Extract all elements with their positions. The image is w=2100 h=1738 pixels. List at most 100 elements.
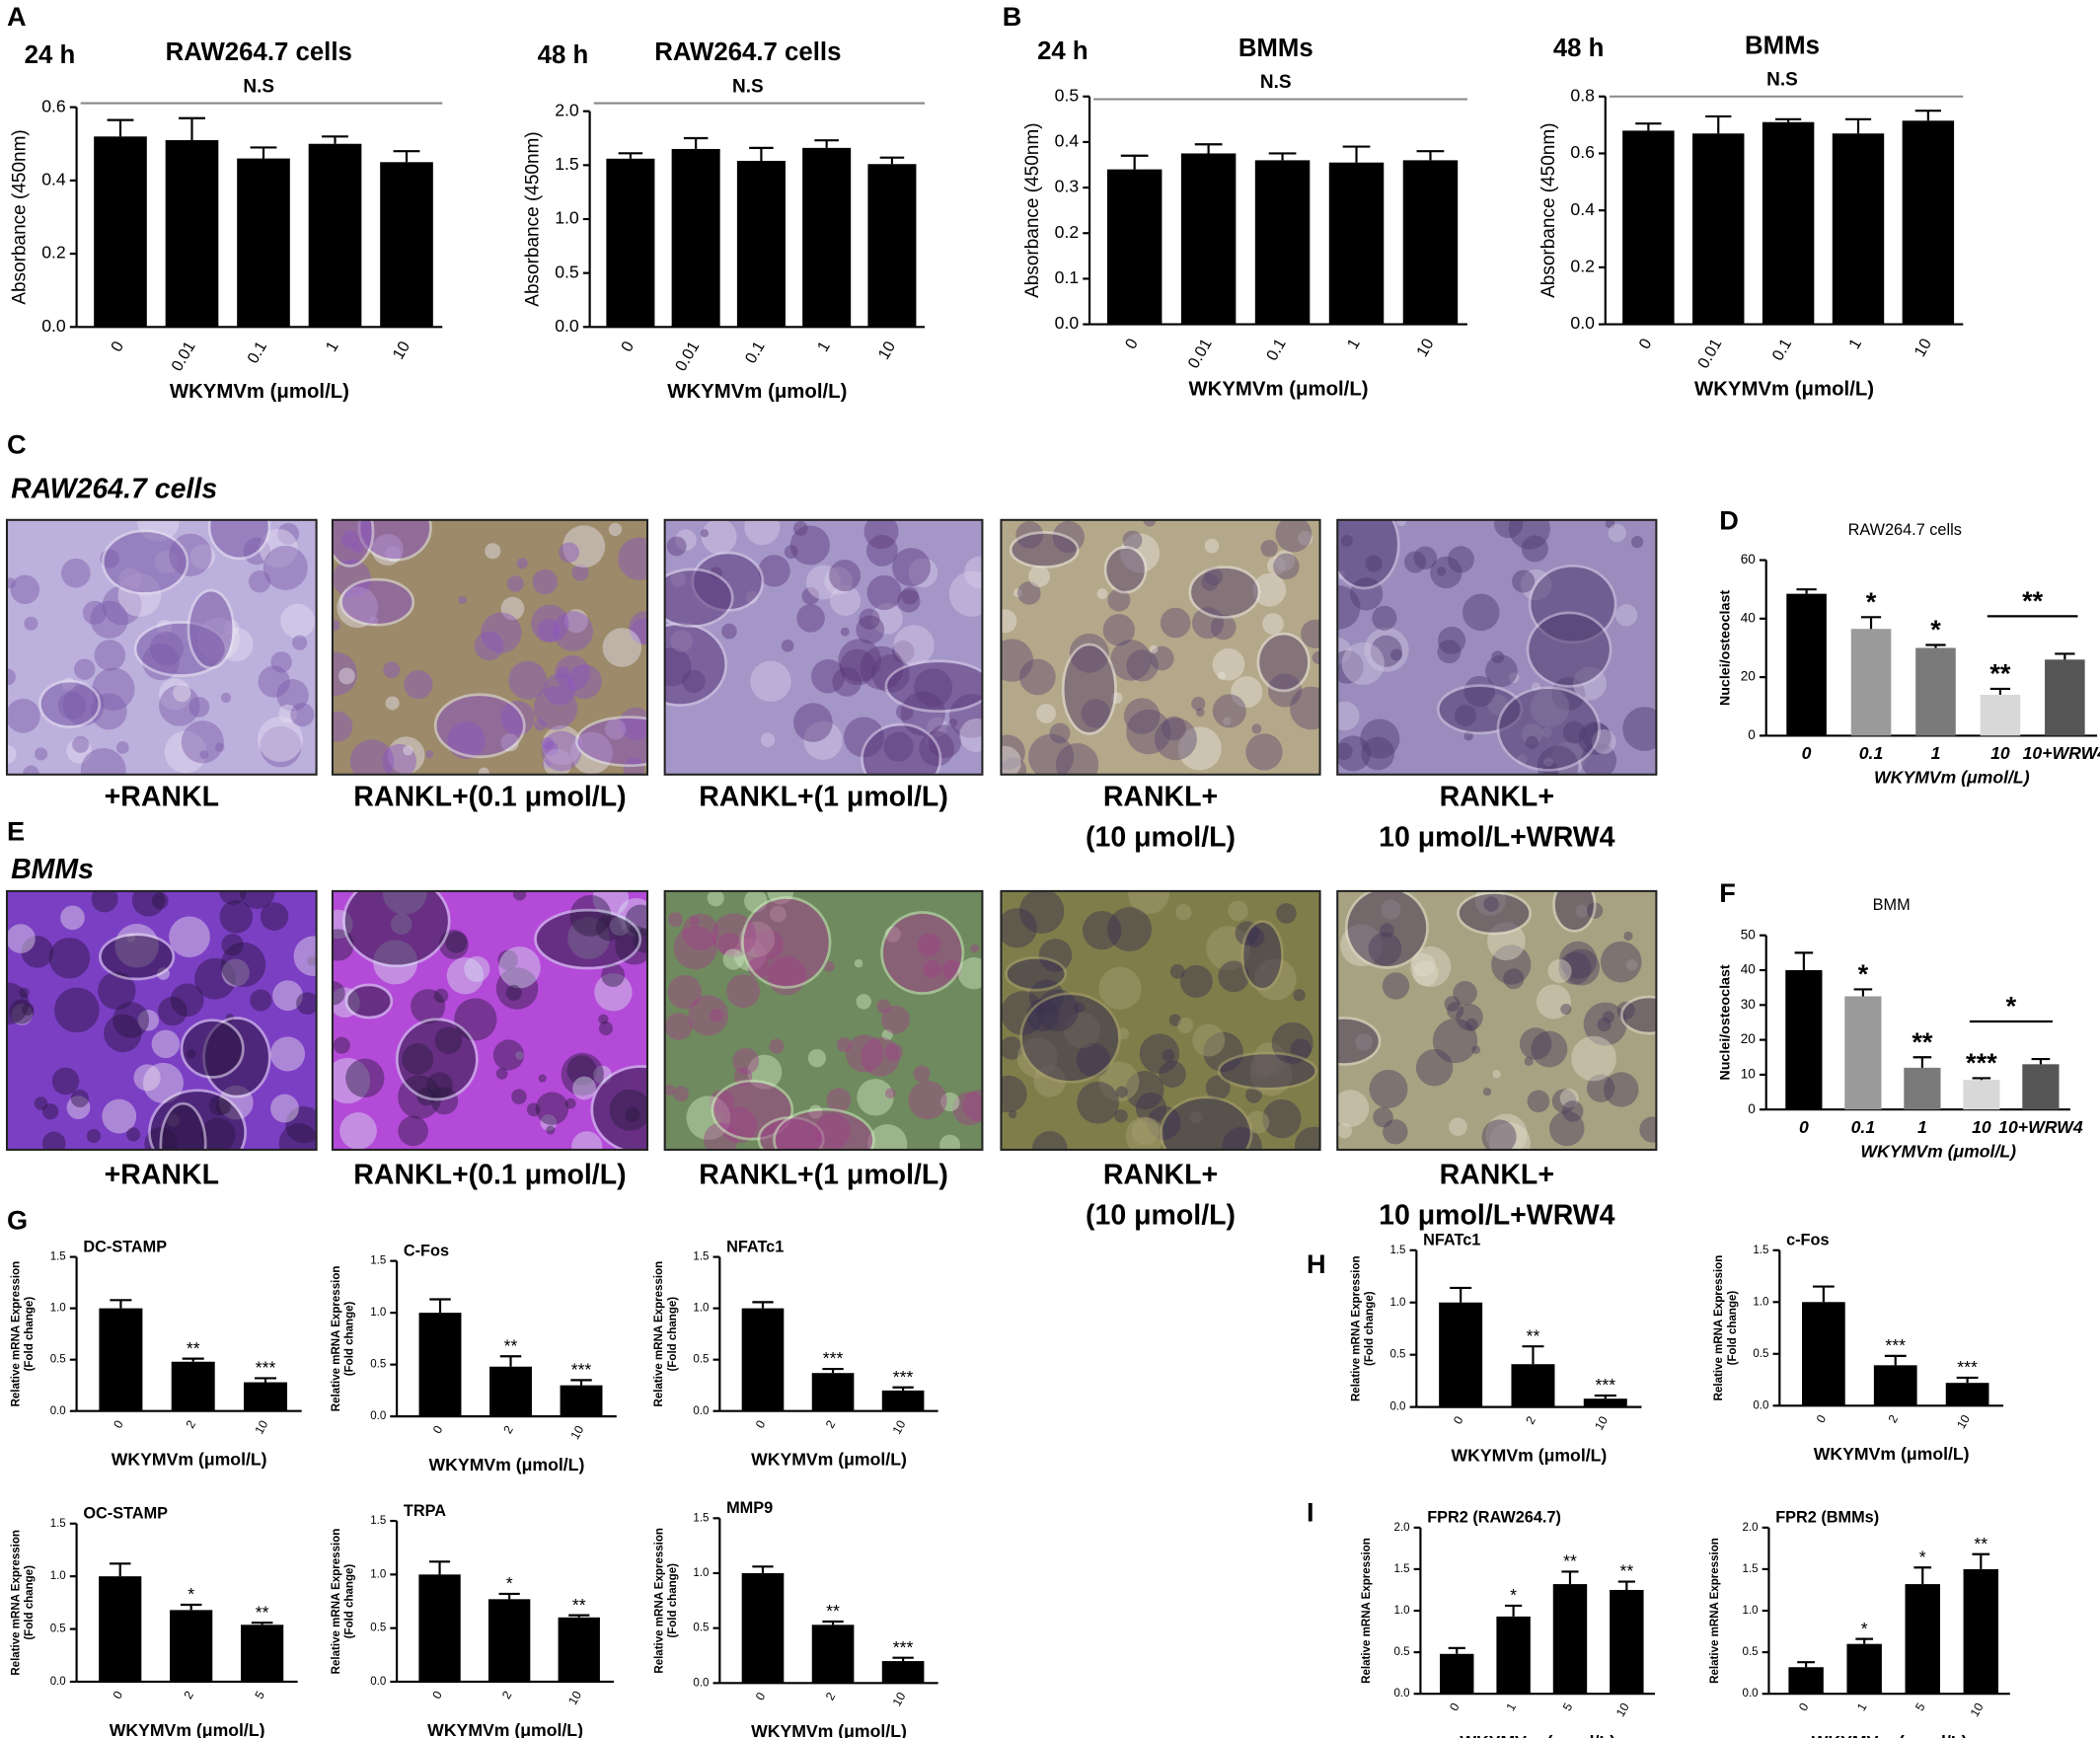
cell-blob <box>564 1097 576 1109</box>
cell-blob <box>1491 945 1532 985</box>
osteoclast <box>101 529 189 595</box>
section-label: BMMs <box>11 854 94 885</box>
error-bar <box>1912 1056 1932 1068</box>
cell-blob <box>952 1092 983 1126</box>
x-tick-label: 5 <box>1912 1700 1928 1713</box>
cell-blob <box>1312 650 1320 664</box>
cell-blob <box>801 587 820 605</box>
error-bar <box>255 1377 277 1383</box>
bar <box>1905 1584 1940 1695</box>
cell-blob <box>478 767 489 775</box>
cell-blob <box>594 973 633 1012</box>
cell-blob <box>173 683 191 703</box>
chart-title: TRPA <box>404 1502 446 1520</box>
error-bar <box>568 1614 590 1618</box>
osteoclast <box>1019 992 1121 1084</box>
cell-blob <box>892 548 932 587</box>
osteoclast <box>1103 546 1148 594</box>
bar <box>811 1625 855 1684</box>
significance: ** <box>256 1602 269 1622</box>
bracket-label: * <box>2006 991 2017 1021</box>
cell-blob <box>1098 966 1142 1011</box>
cell-blob <box>1126 649 1159 682</box>
y-tick-label: 0.5 <box>370 1623 386 1634</box>
osteoclast <box>1256 632 1311 693</box>
cell-blob <box>293 936 317 977</box>
error-bar <box>1914 110 1941 121</box>
error-bar <box>1844 117 1872 134</box>
cell-blob <box>66 1096 91 1119</box>
bar <box>308 143 362 328</box>
cell-blob <box>70 1089 90 1108</box>
cell-blob <box>1471 1045 1481 1055</box>
cell-blob <box>1586 1074 1615 1102</box>
cell-blob <box>1245 1087 1262 1103</box>
cell-blob <box>682 913 719 950</box>
micrograph <box>664 890 983 1150</box>
cell-blob <box>492 1039 525 1071</box>
y-tick-label: 2.0 <box>1743 1522 1759 1534</box>
significance: *** <box>1957 1357 1978 1377</box>
cell-blob <box>158 996 188 1026</box>
cell-blob <box>710 1009 724 1022</box>
x-tick-label: 10 <box>890 1418 909 1437</box>
x-tick-label: 0 <box>111 1689 126 1701</box>
cell-blob <box>1437 640 1462 664</box>
bar <box>418 1313 462 1417</box>
cell-blob <box>189 544 216 569</box>
cell-blob <box>784 545 798 560</box>
cell-blob <box>82 600 108 625</box>
cell-blob <box>1447 1002 1464 1020</box>
error-bar <box>1342 145 1371 163</box>
cell-blob <box>72 735 90 753</box>
osteoclast <box>1217 1051 1318 1091</box>
cell-blob <box>871 603 903 635</box>
cell-blob <box>6 924 36 953</box>
error-bar <box>250 146 277 159</box>
cell-blob <box>1625 958 1638 971</box>
cell-blob <box>398 1115 428 1147</box>
annotation: N.S <box>243 76 274 97</box>
cell-blob <box>112 1002 150 1038</box>
cell-blob <box>1489 1122 1531 1150</box>
cell-blob <box>1098 1061 1140 1102</box>
x-tick-label: 10 <box>1954 1412 1973 1431</box>
error-bar <box>1972 1077 1991 1081</box>
error-bar <box>429 1298 451 1314</box>
cell-blob <box>543 748 572 775</box>
error-bar <box>1194 143 1223 154</box>
significance: ** <box>1527 1325 1540 1345</box>
y-tick-label: 0.5 <box>1394 1646 1410 1658</box>
cell-blob <box>1217 671 1227 680</box>
y-tick-label: 0 <box>1748 727 1756 742</box>
y-axis-label: (Fold change) <box>344 1301 356 1376</box>
significance: ** <box>504 1335 518 1355</box>
cell-blob <box>259 528 298 568</box>
x-tick-label: 1 <box>323 339 342 355</box>
cell-blob <box>562 525 606 568</box>
osteoclast <box>590 1065 647 1150</box>
y-tick-label: 0.5 <box>555 262 579 281</box>
cell-blob <box>897 589 921 613</box>
cell-blob <box>1410 945 1452 988</box>
cell-blob <box>836 1037 852 1052</box>
chart-title: BMMs <box>1238 35 1313 62</box>
cell-blob <box>1548 1110 1585 1147</box>
cell-blob <box>732 1047 760 1075</box>
x-tick-label: 0.1 <box>1768 336 1795 364</box>
cell-blob <box>832 666 862 697</box>
x-tick-label: 2 <box>1886 1412 1902 1425</box>
cell-blob <box>824 567 853 595</box>
cell-blob <box>541 730 582 772</box>
image-frame <box>331 889 649 1151</box>
cell-blob <box>1301 619 1320 648</box>
x-axis-label: WKYMVm (μmol/L) <box>1188 378 1368 400</box>
y-axis-label: (Fold change) <box>24 1565 36 1640</box>
cell-blob <box>1012 588 1023 598</box>
cell-blob <box>1337 742 1353 760</box>
panel-letter: H <box>1307 1248 1326 1279</box>
cell-blob <box>1131 1117 1160 1146</box>
cell-blob <box>1212 694 1246 728</box>
y-tick-label: 10 <box>1741 1066 1757 1081</box>
cell-blob <box>500 596 525 621</box>
